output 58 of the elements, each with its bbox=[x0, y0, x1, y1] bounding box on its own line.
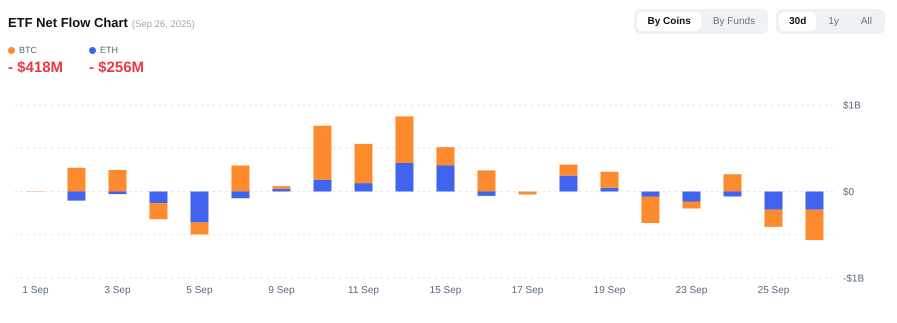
bar bbox=[682, 192, 700, 202]
bar bbox=[108, 192, 126, 194]
x-tick-label: 25 Sep bbox=[758, 285, 790, 296]
bar bbox=[231, 166, 250, 192]
bar bbox=[723, 174, 742, 192]
bar bbox=[108, 170, 126, 192]
range-toggle: 30d 1y All bbox=[776, 9, 885, 34]
bar bbox=[395, 162, 414, 192]
bar bbox=[313, 126, 332, 180]
x-tick-label: 23 Sep bbox=[676, 285, 708, 296]
bar bbox=[764, 192, 782, 210]
bar bbox=[190, 222, 208, 234]
bar bbox=[682, 202, 700, 209]
x-tick-label: 9 Sep bbox=[268, 285, 295, 296]
bar bbox=[67, 168, 86, 192]
bar bbox=[354, 183, 372, 192]
legend-label: ETH bbox=[100, 45, 118, 55]
chart-subtitle: (Sep 26, 2025) bbox=[132, 19, 195, 30]
y-tick-label: $1B bbox=[843, 100, 862, 112]
bar bbox=[149, 203, 168, 220]
bar bbox=[518, 192, 536, 195]
x-tick-label: 3 Sep bbox=[104, 285, 131, 296]
bar bbox=[559, 164, 578, 176]
bar bbox=[641, 192, 660, 197]
bar bbox=[354, 144, 372, 184]
text: - $418M bbox=[8, 59, 64, 76]
bar bbox=[436, 147, 454, 166]
bar bbox=[149, 192, 168, 204]
view-toggle: By Coins By Funds bbox=[634, 9, 768, 34]
bar bbox=[436, 166, 454, 192]
bar bbox=[723, 192, 742, 197]
bar bbox=[395, 116, 414, 163]
x-tick-label: 11 Sep bbox=[348, 285, 380, 296]
bar bbox=[231, 192, 250, 198]
bar bbox=[805, 192, 824, 210]
bar bbox=[313, 180, 332, 192]
x-tick-label: 15 Sep bbox=[430, 285, 462, 296]
bar bbox=[477, 170, 496, 192]
bar bbox=[272, 186, 290, 189]
bar bbox=[477, 192, 496, 196]
x-tick-label: 19 Sep bbox=[594, 285, 626, 296]
y-tick-label: -$1B bbox=[843, 274, 864, 285]
chart-title: ETF Net Flow Chart bbox=[8, 15, 128, 30]
x-tick-label: 17 Sep bbox=[512, 285, 544, 296]
y-tick-label: $0 bbox=[843, 187, 855, 198]
bar bbox=[641, 196, 660, 223]
text: - $256M bbox=[89, 59, 146, 76]
legend-label: BTC bbox=[19, 45, 37, 55]
x-tick-label: 5 Sep bbox=[186, 285, 213, 296]
bar bbox=[805, 210, 824, 240]
bar bbox=[600, 188, 618, 192]
bar bbox=[67, 192, 86, 201]
bar bbox=[600, 172, 618, 188]
bar bbox=[272, 188, 290, 192]
bar bbox=[559, 176, 578, 192]
bar bbox=[764, 210, 782, 227]
x-tick-label: 1 Sep bbox=[22, 285, 49, 296]
bar bbox=[190, 192, 208, 222]
